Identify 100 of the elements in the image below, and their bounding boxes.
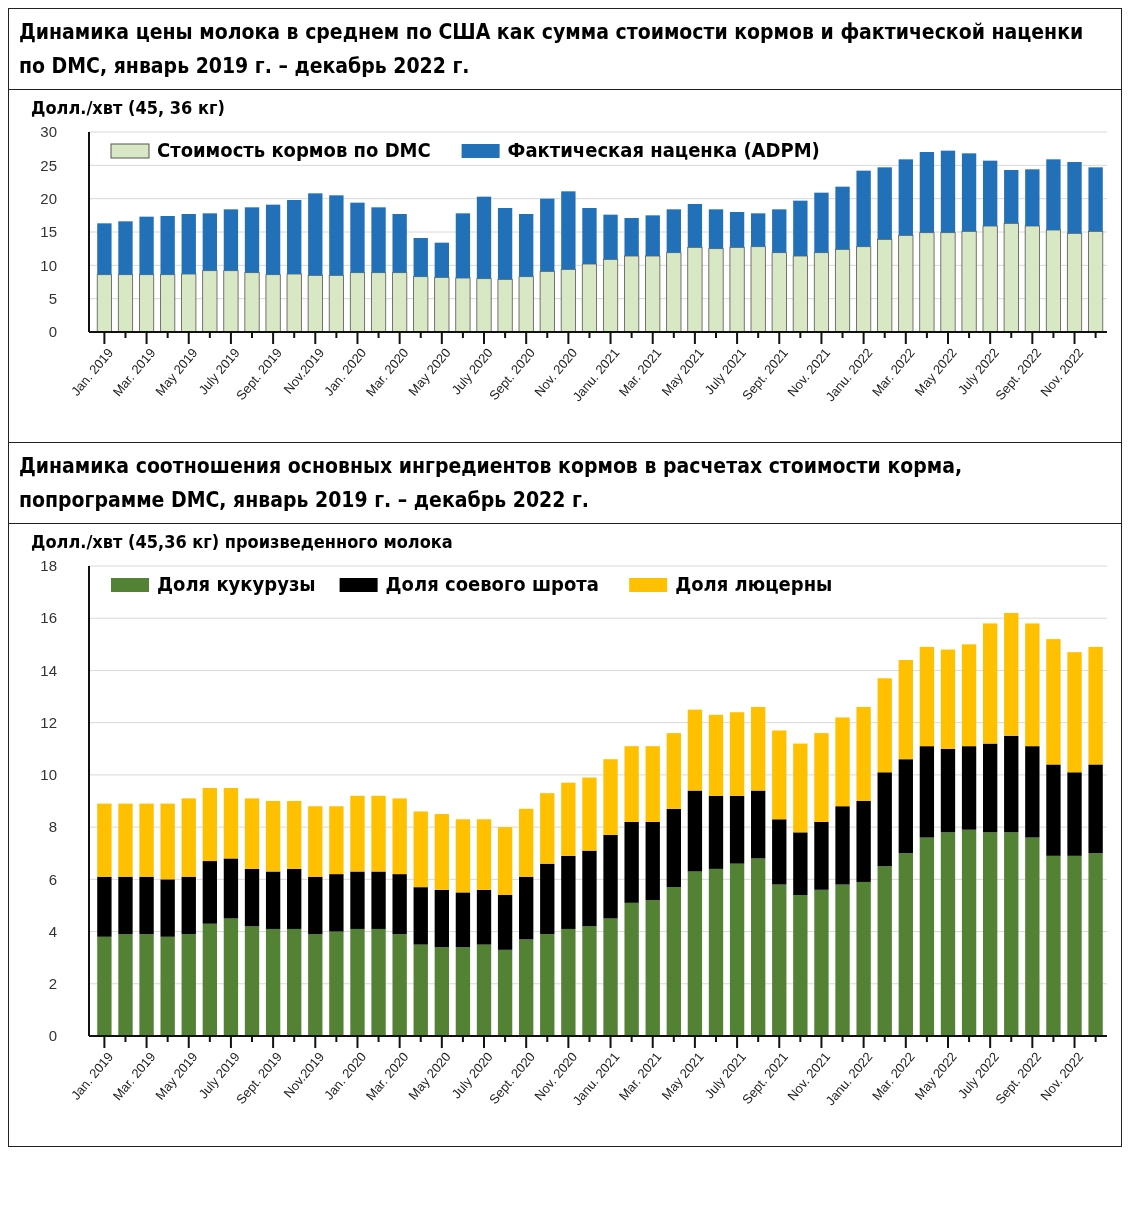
bar xyxy=(898,234,914,333)
bar xyxy=(308,876,323,935)
bar xyxy=(624,255,640,333)
bar xyxy=(223,858,239,919)
bar xyxy=(1003,222,1019,333)
bar xyxy=(940,150,956,233)
bar xyxy=(202,861,218,924)
bar xyxy=(118,803,133,877)
bar xyxy=(307,274,323,333)
bar xyxy=(666,209,681,253)
bar xyxy=(181,273,197,333)
bar xyxy=(750,246,766,333)
bar xyxy=(244,207,260,273)
y-tick-label: 2 xyxy=(48,975,57,993)
y-tick-label: 8 xyxy=(48,818,57,836)
bar xyxy=(603,214,618,260)
bar xyxy=(877,167,892,240)
bar xyxy=(793,743,808,833)
bar xyxy=(223,787,239,859)
bar xyxy=(1046,639,1061,765)
bar xyxy=(1088,646,1103,765)
bar xyxy=(519,214,534,277)
bar xyxy=(961,829,977,1036)
bar xyxy=(287,801,302,869)
bar xyxy=(666,808,681,888)
y-tick-label: 0 xyxy=(48,1027,57,1045)
bar xyxy=(455,277,471,333)
bar xyxy=(919,746,935,838)
bar xyxy=(497,895,513,950)
chart-title: Динамика соотношения основных ингредиентов кормов в расчетах стоимости корма, попрограмме DMC, январь 2019 г. – декабрь 2022 г. xyxy=(9,443,1121,524)
bar xyxy=(708,868,724,1036)
bar xyxy=(455,892,471,948)
bar xyxy=(602,258,619,333)
bar xyxy=(202,270,218,333)
bar xyxy=(476,944,492,1036)
bar xyxy=(792,255,808,333)
bar xyxy=(624,218,639,256)
bar xyxy=(708,795,724,869)
bar xyxy=(814,192,829,253)
bar xyxy=(118,221,133,275)
bar xyxy=(160,803,175,880)
bar xyxy=(160,879,175,937)
bar xyxy=(434,889,449,948)
bar xyxy=(265,801,281,872)
bar xyxy=(328,274,344,333)
y-tick-label: 10 xyxy=(40,766,57,784)
bar xyxy=(919,646,935,747)
bar xyxy=(518,276,534,333)
y-tick-label: 18 xyxy=(40,557,57,575)
bar xyxy=(1004,735,1019,833)
bar xyxy=(961,746,977,830)
bar xyxy=(244,868,260,927)
bar xyxy=(982,832,998,1036)
bar xyxy=(1088,167,1103,232)
bar xyxy=(813,252,830,333)
bar xyxy=(350,871,365,929)
bar xyxy=(1045,229,1061,333)
bar xyxy=(329,874,344,932)
bar xyxy=(982,743,998,833)
bar xyxy=(856,881,871,1036)
bar xyxy=(603,918,618,1036)
bar xyxy=(645,821,660,901)
bar xyxy=(687,871,703,1036)
bar xyxy=(1025,746,1040,838)
bar xyxy=(160,216,175,275)
bar xyxy=(751,707,766,791)
bar xyxy=(96,274,112,333)
bar xyxy=(223,918,239,1036)
bar xyxy=(1046,159,1061,230)
bar xyxy=(898,853,913,1036)
bar xyxy=(603,759,618,835)
bar xyxy=(455,819,471,893)
bar xyxy=(371,207,386,273)
bar xyxy=(898,660,913,760)
bar xyxy=(540,198,555,272)
bar xyxy=(835,884,850,1036)
bar xyxy=(814,821,829,890)
bar xyxy=(751,790,766,859)
bar xyxy=(434,814,449,890)
bar xyxy=(961,153,977,232)
bar xyxy=(603,834,618,919)
bar xyxy=(581,263,598,333)
legend-label: Стоимость кормов по DMC xyxy=(157,138,431,162)
bar xyxy=(645,746,660,822)
bar xyxy=(139,934,154,1036)
bar xyxy=(687,246,703,333)
bar xyxy=(139,803,154,877)
bar xyxy=(940,232,956,333)
bar xyxy=(181,798,196,877)
bar xyxy=(856,801,871,882)
chart-title: Динамика цены молока в среднем по США как сумма стоимости кормов и фактической наценки по DMC, январь 2019 г. – декабрь 2022 г. xyxy=(9,9,1121,90)
legend-label: Фактическая наценка (ADPM) xyxy=(507,138,820,162)
bar xyxy=(834,248,851,333)
bar xyxy=(919,232,935,333)
y-tick-label: 25 xyxy=(40,156,57,174)
bar xyxy=(118,934,133,1036)
bar xyxy=(982,623,998,744)
bar xyxy=(497,208,513,280)
bar xyxy=(1088,764,1103,854)
bar xyxy=(708,209,724,249)
